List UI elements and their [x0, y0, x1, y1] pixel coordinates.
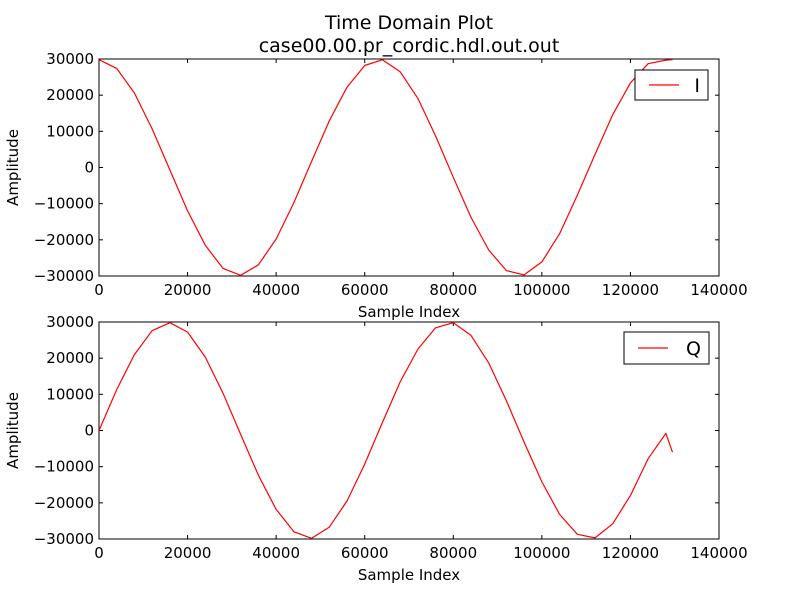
x-axis-label: Sample Index: [358, 303, 460, 321]
legend-label: I: [694, 75, 700, 97]
x-tick-label: 80000: [429, 281, 477, 299]
figure-subtitle: case00.00.pr_cordic.hdl.out.out: [259, 35, 560, 57]
plot-i: 0 20000 40000 60000 80000 100000 120000 140000−…: [4, 50, 748, 321]
y-tick-label: 0: [84, 159, 94, 177]
figure-title: Time Domain Plot: [324, 12, 493, 34]
y-tick-label: 10000: [46, 122, 94, 140]
x-tick-label: 120000: [602, 281, 659, 299]
x-axis-label: Sample Index: [358, 566, 460, 584]
series-line-i: [99, 59, 673, 276]
y-tick-label: 30000: [46, 313, 94, 331]
legend: I: [634, 69, 709, 101]
x-tick-label: 40000: [252, 281, 300, 299]
plot-q: 0 20000 40000 60000 80000 100000 120000 140000−…: [4, 313, 748, 584]
y-tick-label: −30000: [34, 530, 94, 548]
y-tick-label: −10000: [34, 458, 94, 476]
x-tick-label: 20000: [164, 544, 212, 562]
x-tick-label: 80000: [429, 544, 477, 562]
series-line-q: [99, 322, 674, 539]
y-tick-label: 0: [84, 422, 94, 440]
x-tick-label: 120000: [602, 544, 659, 562]
x-tick-label: 40000: [252, 544, 300, 562]
y-tick-label: 30000: [46, 50, 94, 68]
x-tick-label: 100000: [513, 544, 570, 562]
x-tick-label: 20000: [164, 281, 212, 299]
y-tick-label: −20000: [34, 494, 94, 512]
x-tick-label: 60000: [341, 281, 389, 299]
y-axis-label: Amplitude: [4, 129, 22, 206]
x-tick-label: 0: [94, 544, 104, 562]
x-tick-label: 140000: [690, 544, 747, 562]
y-axis-label: Amplitude: [4, 392, 22, 469]
legend-box: [634, 69, 709, 101]
y-tick-label: −30000: [34, 267, 94, 285]
y-tick-label: 20000: [46, 86, 94, 104]
legend-label: Q: [686, 338, 701, 360]
legend: Q: [623, 331, 710, 365]
x-tick-label: 60000: [341, 544, 389, 562]
x-tick-label: 140000: [690, 281, 747, 299]
y-tick-label: 10000: [46, 385, 94, 403]
y-tick-label: −10000: [34, 195, 94, 213]
x-tick-label: 0: [94, 281, 104, 299]
x-tick-label: 100000: [513, 281, 570, 299]
y-tick-label: 20000: [46, 349, 94, 367]
y-tick-label: −20000: [34, 231, 94, 249]
